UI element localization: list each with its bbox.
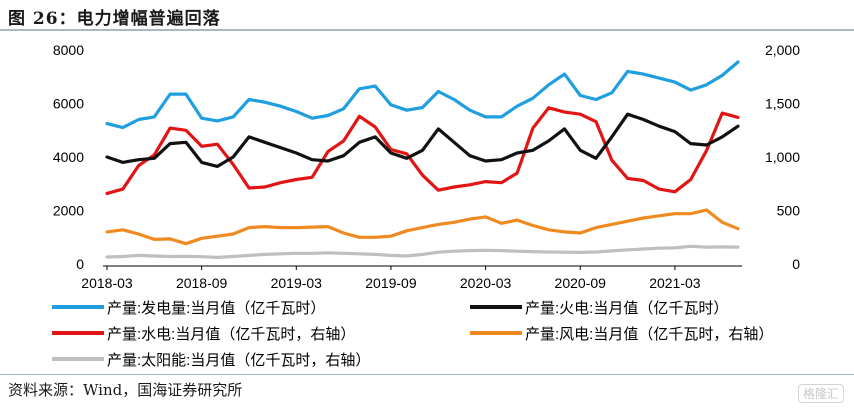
- source-rule: [0, 374, 854, 375]
- x-tick-label: 2021-03: [649, 275, 701, 291]
- title-rule: [0, 29, 854, 31]
- y-left-tick-label: 4000: [53, 149, 84, 165]
- y-left-tick-label: 0: [76, 256, 84, 272]
- legend-label: 产量:太阳能:当月值（亿千瓦时，右轴）: [107, 352, 370, 369]
- source-note: 资料来源：Wind，国海证券研究所: [8, 381, 243, 399]
- y-right-tick-label: 1,000: [765, 149, 800, 165]
- legend-label: 产量:风电:当月值（亿千瓦时，右轴）: [525, 326, 773, 343]
- series-line-3: [105, 208, 740, 246]
- y-left-tick-label: 2000: [53, 203, 84, 219]
- watermark-logo: 格隆汇: [797, 384, 844, 403]
- x-tick-label: 2020-03: [460, 275, 512, 291]
- y-right-tick-label: 500: [777, 203, 801, 219]
- x-tick-label: 2018-03: [81, 275, 133, 291]
- figure-title: 图 26：电力增幅普遍回落: [8, 9, 221, 29]
- y-right-tick-label: 0: [792, 256, 800, 272]
- series-line-1: [105, 112, 740, 168]
- legend-label: 产量:火电:当月值（亿千瓦时）: [525, 300, 728, 317]
- x-tick-label: 2019-03: [271, 275, 323, 291]
- y-right-tick-label: 1,500: [765, 96, 800, 112]
- x-tick-label: 2019-09: [365, 275, 417, 291]
- series-line-0: [105, 60, 740, 130]
- y-left-tick-label: 6000: [53, 96, 84, 112]
- x-tick-label: 2018-09: [176, 275, 228, 291]
- x-tick-label: 2020-09: [555, 275, 607, 291]
- series-line-4: [105, 244, 740, 259]
- legend-label: 产量:发电量:当月值（亿千瓦时）: [107, 300, 325, 317]
- legend-label: 产量:水电:当月值（亿千瓦时，右轴）: [107, 326, 355, 343]
- series-line-2: [105, 106, 740, 195]
- y-left-tick-label: 8000: [53, 42, 84, 58]
- y-right-tick-label: 2,000: [765, 42, 800, 58]
